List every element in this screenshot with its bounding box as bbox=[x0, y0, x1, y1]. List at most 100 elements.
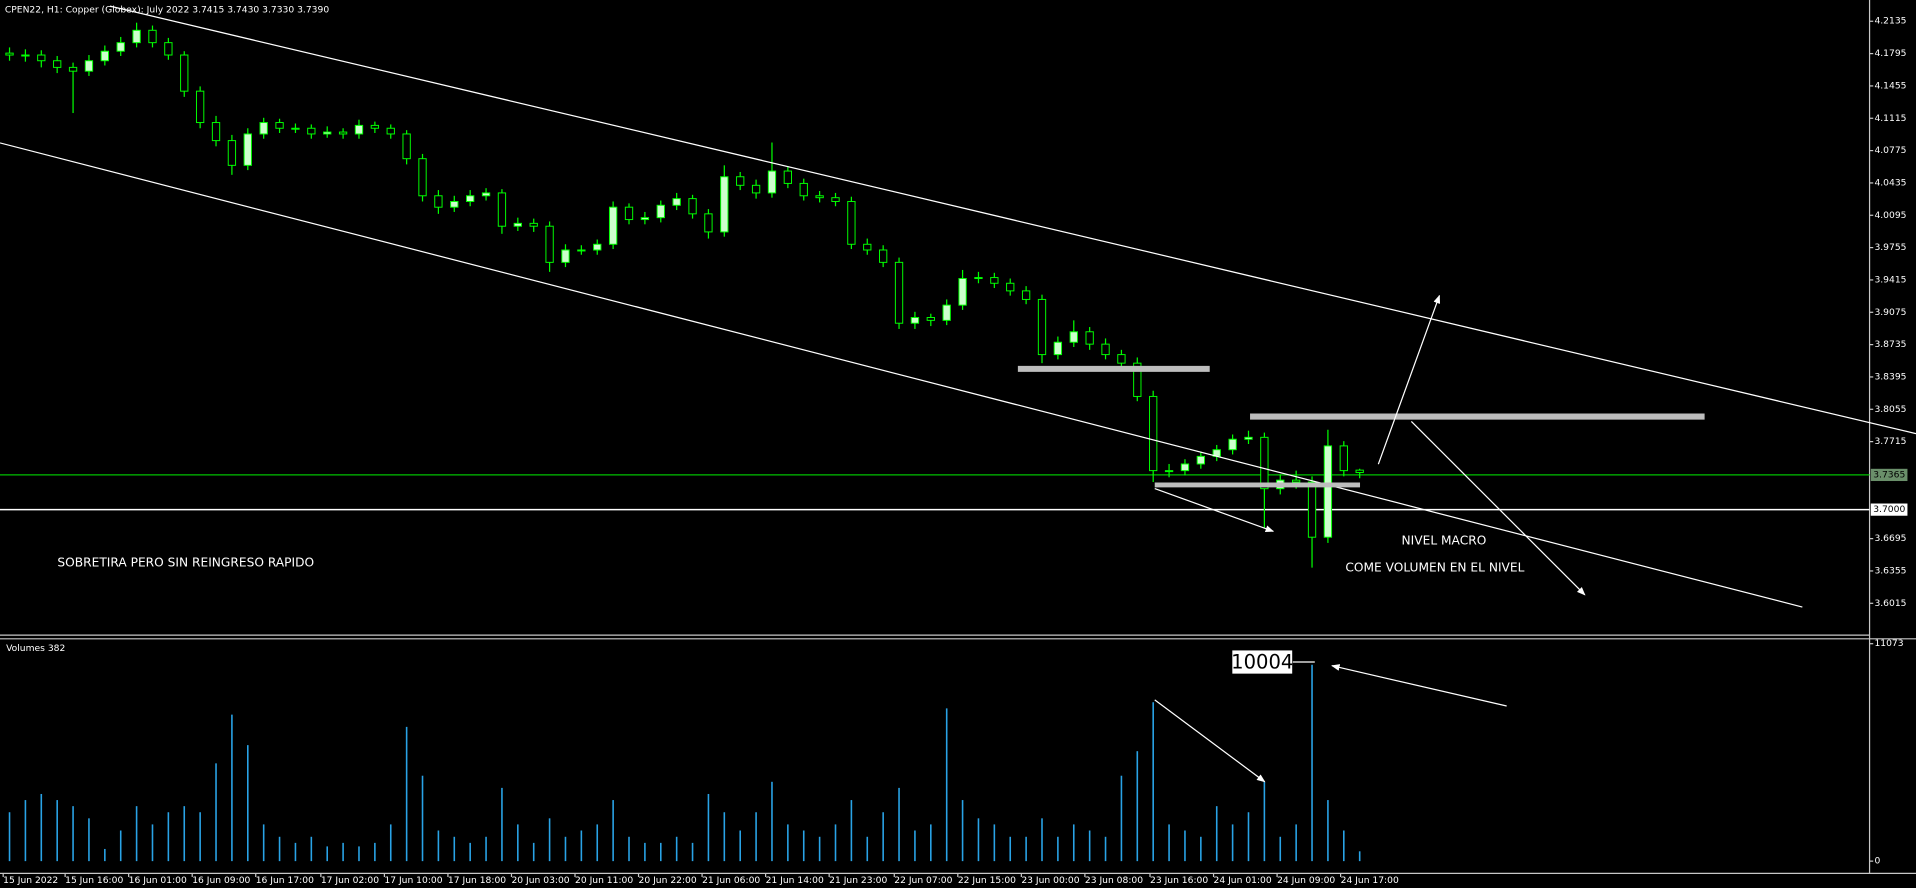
candle-body bbox=[640, 217, 650, 221]
bid-label-box bbox=[1870, 468, 1908, 482]
candle-body bbox=[100, 50, 109, 62]
x-tick-label: 15 Jun 16:00 bbox=[65, 875, 123, 886]
candle-body bbox=[736, 176, 745, 186]
candle-body bbox=[577, 249, 586, 252]
candle-body bbox=[847, 200, 856, 245]
candle-body bbox=[148, 29, 157, 44]
candle-body bbox=[1085, 331, 1094, 345]
x-tick-label: 20 Jun 11:00 bbox=[575, 875, 633, 886]
y-tick-label: 3.8055 bbox=[1874, 404, 1906, 415]
candle-body bbox=[942, 304, 951, 321]
candle-body bbox=[259, 122, 268, 135]
arrow bbox=[1154, 699, 1266, 783]
candle-body bbox=[608, 206, 618, 245]
candle-body bbox=[894, 261, 904, 324]
plot-area: 4.2135 4.1795 4.1455 4.1115 4.0775 4.0435 4.00… bbox=[0, 16, 1908, 886]
arrow bbox=[1410, 420, 1586, 596]
x-tick-label: 23 Jun 00:00 bbox=[1021, 875, 1079, 886]
y-tick-label: 3.9075 bbox=[1874, 307, 1906, 318]
y-tick-label: 3.6355 bbox=[1874, 565, 1906, 576]
candle-body bbox=[624, 206, 634, 221]
candle-body bbox=[751, 184, 761, 194]
candle-body bbox=[497, 192, 507, 227]
candle-body bbox=[68, 66, 78, 72]
candle-body bbox=[879, 249, 888, 263]
candle-body bbox=[275, 122, 284, 129]
y-tick-label: 3.8735 bbox=[1874, 339, 1906, 350]
drawings bbox=[0, 5, 1916, 783]
x-tick-label: 21 Jun 23:00 bbox=[829, 875, 887, 886]
candle-body bbox=[338, 131, 348, 135]
candle-body bbox=[545, 225, 554, 263]
level-label: 3.7000 bbox=[1873, 504, 1905, 515]
candle-body bbox=[1180, 463, 1190, 472]
candle-body bbox=[37, 54, 46, 62]
candle-body bbox=[1006, 282, 1015, 292]
chart-title: CPEN22, H1: Copper (Globex): July 2022 3… bbox=[5, 4, 329, 15]
candle-body bbox=[561, 249, 570, 263]
candle-body bbox=[1164, 470, 1174, 473]
candle-body bbox=[164, 42, 173, 56]
candle-body bbox=[704, 213, 713, 233]
y-tick-label: 4.0435 bbox=[1874, 177, 1906, 188]
y-tick-label: 3.8395 bbox=[1874, 371, 1906, 382]
arrow bbox=[1331, 664, 1507, 707]
annotation: SOBRETIRA PERO SIN REINGRESO RAPIDO bbox=[57, 556, 314, 570]
candle-body bbox=[402, 133, 411, 160]
candle-body bbox=[1021, 290, 1031, 300]
candle-body bbox=[1339, 445, 1348, 472]
candle-body bbox=[783, 170, 793, 184]
x-tick-label: 20 Jun 03:00 bbox=[511, 875, 569, 886]
candle-body bbox=[1355, 469, 1364, 474]
candle-body bbox=[227, 140, 237, 166]
candle-body bbox=[990, 277, 999, 284]
y-tick-label: 3.6695 bbox=[1874, 533, 1906, 544]
candle-body bbox=[323, 131, 332, 135]
arrow bbox=[1154, 488, 1275, 532]
y-tick-label: 3.9415 bbox=[1874, 274, 1906, 285]
candle-body bbox=[1307, 481, 1317, 538]
y-tick-label: 4.1115 bbox=[1874, 113, 1906, 124]
x-tick-label: 17 Jun 10:00 bbox=[384, 875, 442, 886]
x-tick-label: 22 Jun 15:00 bbox=[958, 875, 1016, 886]
candle-body bbox=[1323, 445, 1333, 538]
x-tick-label: 22 Jun 07:00 bbox=[894, 875, 952, 886]
candle-body bbox=[132, 29, 141, 44]
value-label-box bbox=[1231, 649, 1294, 675]
candle-body bbox=[466, 195, 475, 202]
bid-label: 3.7365 bbox=[1873, 469, 1905, 480]
candle-body bbox=[926, 317, 935, 321]
x-tick-label: 17 Jun 02:00 bbox=[321, 875, 379, 886]
y-tick-label: 4.0775 bbox=[1874, 145, 1906, 156]
candle-body bbox=[1291, 479, 1301, 483]
arrow bbox=[1377, 294, 1441, 465]
candle-body bbox=[656, 204, 665, 219]
y-tick-label: 3.6015 bbox=[1874, 598, 1906, 609]
candle-body bbox=[1196, 455, 1205, 465]
candle-body bbox=[815, 195, 824, 199]
y-tick-label: 11073 bbox=[1874, 638, 1903, 649]
candle-body bbox=[354, 124, 364, 135]
annotation: COME VOLUMEN EN EL NIVEL bbox=[1345, 560, 1524, 574]
candle-body bbox=[307, 127, 316, 135]
candle-body bbox=[1069, 331, 1078, 343]
candle-body bbox=[291, 127, 300, 130]
y-tick-label: 3.7715 bbox=[1874, 436, 1906, 447]
x-tick-label: 24 Jun 17:00 bbox=[1341, 875, 1399, 886]
level-label-box bbox=[1870, 503, 1908, 516]
x-tick-label: 16 Jun 01:00 bbox=[129, 875, 187, 886]
candle-body bbox=[831, 197, 840, 202]
candle-body bbox=[370, 124, 380, 129]
candle-body bbox=[1228, 438, 1237, 451]
candle-body bbox=[243, 133, 252, 166]
candle-body bbox=[116, 42, 125, 52]
candle-body bbox=[1133, 362, 1142, 397]
candle-body bbox=[1053, 341, 1063, 356]
candle-body bbox=[1117, 354, 1126, 364]
candle-body bbox=[5, 52, 14, 56]
candle-body bbox=[434, 195, 443, 208]
candle-body bbox=[688, 198, 697, 215]
candle-body bbox=[958, 278, 967, 306]
